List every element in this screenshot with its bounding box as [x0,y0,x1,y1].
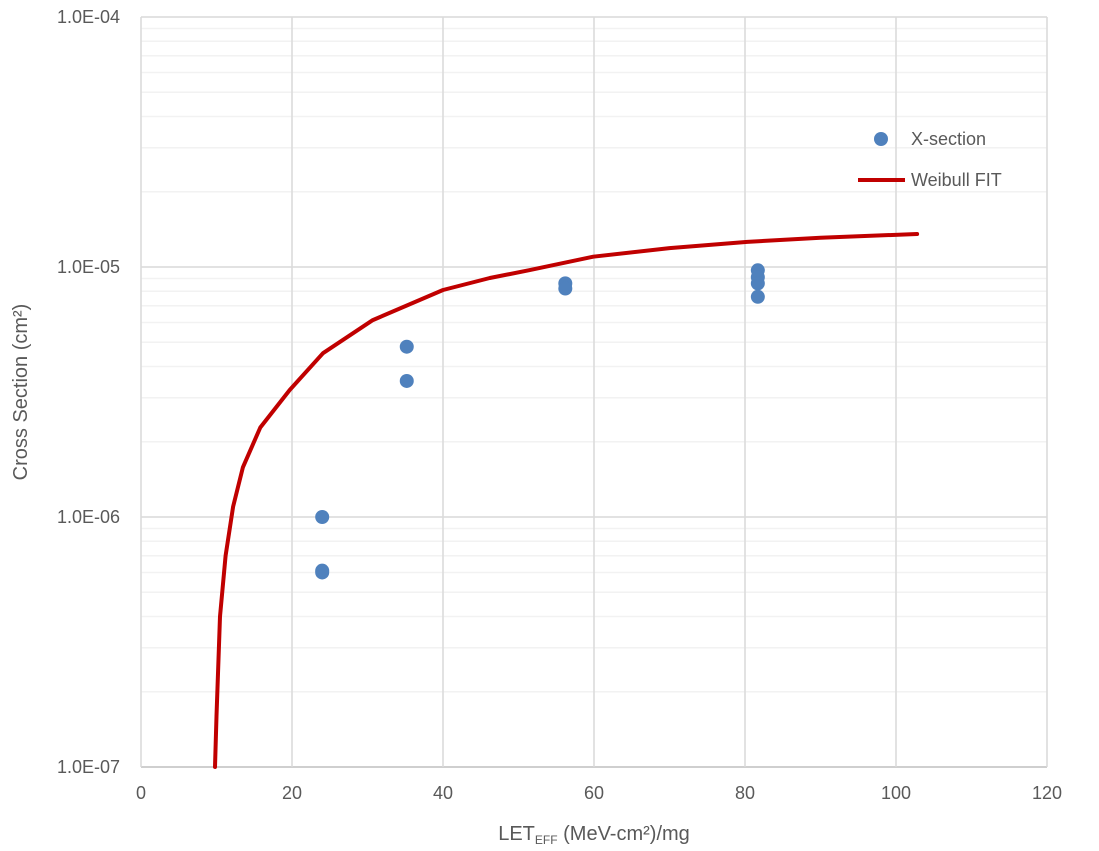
y-tick-label: 1.0E-05 [57,257,120,277]
data-point [315,510,330,524]
legend-label-weibull-fit: Weibull FIT [911,170,1002,190]
y-tick-label: 1.0E-07 [57,757,120,777]
x-tick-label: 40 [433,783,453,803]
x-tick-label: 80 [735,783,755,803]
legend-label-x-section: X-section [911,129,986,149]
y-tick-label: 1.0E-06 [57,507,120,527]
x-tick-label: 0 [136,783,146,803]
weibull-fit-line [213,232,920,769]
x-tick-label: 100 [881,783,911,803]
data-point [399,339,414,354]
x-tick-label: 60 [584,783,604,803]
tick-labels: 1.0E-07 1.0E-06 1.0E-05 1.0E-04 0 20 40 60 80 100… [57,7,1062,803]
data-point [750,289,765,304]
y-tick-label: 1.0E-04 [57,7,120,27]
series-layer [213,232,920,769]
y-axis-label: Cross Section (cm²) [10,304,32,481]
data-point [399,373,414,388]
legend: X-section Weibull FIT [858,129,1002,190]
data-point [558,281,573,296]
data-point [315,565,330,580]
x-axis-label: LETEFF (MeV-cm²)/mg [498,823,690,847]
legend-marker-x-section [874,132,888,146]
x-tick-label: 120 [1032,783,1062,803]
data-point [750,276,765,291]
grid [140,16,1048,768]
x-tick-label: 20 [282,783,302,803]
